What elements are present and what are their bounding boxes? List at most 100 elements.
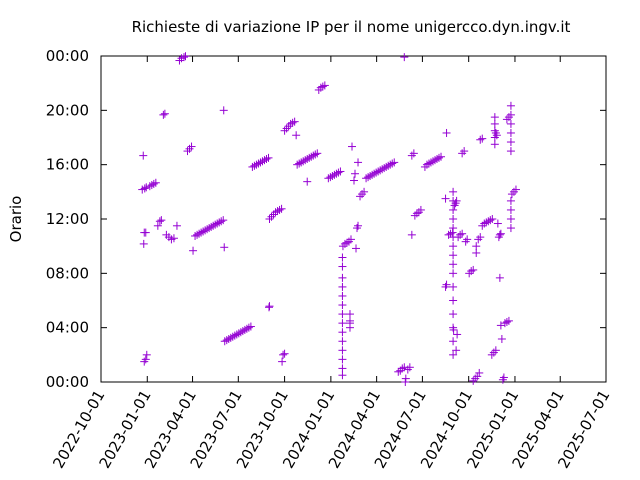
data-point: [378, 165, 387, 174]
data-point: [442, 280, 451, 289]
data-point: [453, 330, 462, 339]
data-point: [338, 337, 347, 346]
data-point: [193, 230, 202, 239]
data-point: [472, 242, 481, 251]
data-point: [486, 216, 495, 225]
data-point: [449, 260, 458, 269]
data-point: [246, 322, 255, 331]
data-point: [496, 229, 505, 238]
data-point: [495, 230, 504, 239]
data-point: [372, 168, 381, 177]
data-point: [338, 319, 347, 328]
data-point: [189, 246, 198, 255]
data-point: [491, 128, 500, 137]
data-point: [350, 176, 359, 185]
data-point: [511, 185, 520, 194]
data-point: [155, 217, 164, 226]
data-point: [366, 171, 375, 180]
data-point: [352, 244, 361, 253]
data-point: [463, 235, 472, 244]
data-point: [295, 159, 304, 168]
data-point: [506, 110, 515, 119]
data-point: [382, 162, 391, 171]
data-point: [449, 205, 458, 214]
data-point: [401, 374, 410, 383]
data-point: [449, 251, 458, 260]
data-point: [290, 117, 299, 126]
data-point: [338, 253, 347, 262]
data-point: [504, 316, 513, 325]
data-point: [147, 181, 156, 190]
data-point: [140, 184, 149, 193]
data-point: [364, 173, 373, 182]
data-point: [504, 113, 513, 122]
data-point: [370, 169, 379, 178]
data-point: [338, 291, 347, 300]
data-point: [211, 220, 220, 229]
data-point: [240, 325, 249, 334]
data-point: [303, 177, 312, 186]
data-point: [458, 229, 467, 238]
data-point: [179, 53, 188, 62]
data-point: [475, 368, 484, 377]
data-point: [209, 221, 218, 230]
data-point: [386, 160, 395, 169]
data-point: [226, 333, 235, 342]
data-point: [400, 53, 409, 62]
data-point: [338, 364, 347, 373]
data-point: [449, 296, 458, 305]
data-point: [149, 179, 158, 188]
data-point: [420, 162, 429, 171]
data-point: [409, 149, 418, 158]
data-point: [473, 372, 482, 381]
data-point: [258, 157, 267, 166]
y-axis: 00:00 04:00 08:00 12:00 16:00 20:00 00:00: [46, 47, 606, 391]
data-point: [213, 219, 222, 228]
data-point: [472, 248, 481, 257]
data-point: [275, 205, 284, 214]
data-point: [338, 262, 347, 271]
data-point: [262, 155, 271, 164]
data-point: [267, 212, 276, 221]
data-point: [157, 216, 166, 225]
data-point: [224, 334, 233, 343]
data-point: [351, 169, 360, 178]
data-point: [181, 52, 190, 61]
data-point: [280, 349, 289, 358]
data-point: [139, 151, 148, 160]
data-point: [401, 378, 410, 386]
data-point: [428, 157, 437, 166]
data-point: [384, 161, 393, 170]
data-point: [478, 134, 487, 143]
data-point: [469, 265, 478, 274]
data-point: [326, 173, 335, 182]
data-point: [345, 316, 354, 325]
data-point: [169, 234, 178, 243]
data-point: [293, 160, 302, 169]
data-point: [506, 138, 515, 147]
data-point: [228, 332, 237, 341]
data-point: [449, 282, 458, 291]
data-point: [426, 158, 435, 167]
data-point: [430, 156, 439, 165]
data-point: [398, 364, 407, 373]
data-point: [309, 151, 318, 160]
data-point: [219, 106, 228, 115]
data-point: [484, 217, 493, 226]
y-axis-label: Orario: [7, 196, 25, 243]
data-point: [199, 227, 208, 236]
data-point: [500, 319, 509, 328]
data-point: [303, 155, 312, 164]
data-point: [236, 328, 245, 337]
data-point: [346, 235, 355, 244]
data-point: [488, 215, 497, 223]
data-point: [311, 150, 320, 159]
data-point: [407, 151, 416, 160]
data-point: [301, 156, 310, 165]
data-point: [277, 204, 286, 213]
data-point: [449, 269, 458, 278]
data-point: [238, 327, 247, 336]
data-point: [354, 158, 363, 167]
data-point: [358, 190, 367, 199]
y-tick-label: 16:00: [46, 156, 89, 174]
